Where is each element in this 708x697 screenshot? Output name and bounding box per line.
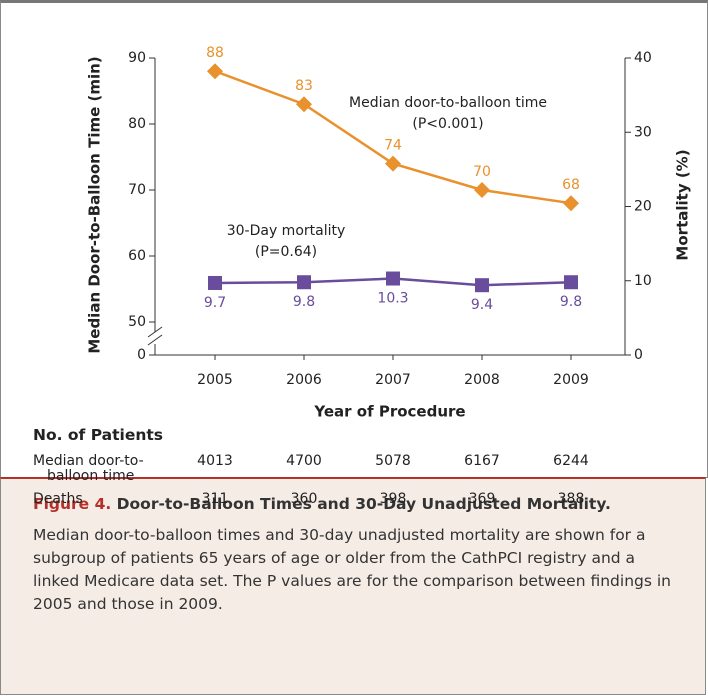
table-cell: 4013: [197, 453, 233, 469]
table-cell: 6244: [553, 453, 589, 469]
y-tick-label: 80: [128, 116, 146, 132]
row-label: Deaths: [33, 491, 83, 507]
table-title: No. of Patients: [33, 426, 164, 444]
data-label: 9.4: [471, 297, 493, 313]
data-label: 9.8: [293, 294, 315, 310]
chart: Median Door-to-Balloon Time (min) Mortal…: [86, 45, 692, 421]
data-label: 74: [384, 138, 402, 154]
table-cell: 6167: [464, 453, 500, 469]
data-label: 9.7: [204, 295, 226, 311]
annotation: (P=0.64): [255, 244, 317, 260]
x-tick-label: 2006: [286, 372, 322, 388]
table-cell: 360: [290, 491, 318, 507]
marker: [386, 271, 400, 286]
data-label: 88: [206, 45, 224, 61]
table-cell: 5078: [375, 453, 411, 469]
row-label: Median door-to-balloon time: [33, 453, 144, 484]
marker: [297, 275, 311, 290]
marker: [208, 275, 222, 290]
x-tick-label: 2005: [197, 372, 233, 388]
y2-tick-label: 10: [634, 273, 652, 289]
y-axis-title: Median Door-to-Balloon Time (min): [86, 56, 104, 353]
data-label: 68: [562, 177, 580, 193]
marker: [385, 155, 401, 172]
axis-break: [147, 334, 163, 346]
x-axis-title: Year of Procedure: [313, 403, 465, 421]
annotation: 30-Day mortality: [227, 223, 346, 239]
table-cell: 369: [468, 491, 496, 507]
axis-break: [147, 326, 163, 338]
table-cell: 388: [557, 491, 585, 507]
y-tick-label: 70: [128, 182, 146, 198]
marker: [474, 182, 490, 198]
annotation: Median door-to-balloon time: [349, 95, 547, 111]
figure-title: Door-to-Balloon Times and 30-Day Unadjus…: [116, 495, 611, 513]
marker: [475, 278, 489, 293]
data-label: 9.8: [560, 294, 582, 310]
table-cell: 4700: [286, 453, 322, 469]
x-tick-label: 2007: [375, 372, 411, 388]
y2-tick-label: 0: [634, 347, 643, 363]
marker: [207, 63, 223, 80]
y2-tick-label: 40: [634, 50, 652, 66]
y2-tick-label: 30: [634, 124, 652, 140]
y2-axis-title: Mortality (%): [674, 149, 692, 260]
x-tick-label: 2009: [553, 372, 589, 388]
y-tick-label: 90: [128, 50, 146, 66]
data-label: 83: [295, 78, 313, 94]
data-label: 10.3: [377, 291, 408, 307]
caption: Figure 4. Door-to-Balloon Times and 30-D…: [0, 477, 706, 695]
caption-text: Median door-to-balloon times and 30-day …: [33, 526, 671, 613]
table-cell: 311: [201, 491, 229, 507]
y-tick-label: 60: [128, 248, 146, 264]
data-label: 70: [473, 164, 491, 180]
y-tick-label: 0: [137, 347, 146, 363]
y-tick-label: 50: [128, 314, 146, 330]
y2-tick-label: 20: [634, 199, 652, 215]
marker: [296, 96, 312, 113]
marker: [563, 195, 579, 212]
x-tick-label: 2008: [464, 372, 500, 388]
annotation: (P<0.001): [412, 116, 483, 132]
caption-heading: Figure 4. Door-to-Balloon Times and 30-D…: [33, 493, 675, 516]
table-cell: 398: [379, 491, 407, 507]
figure-label: Figure 4.: [33, 495, 112, 513]
marker: [564, 275, 578, 290]
